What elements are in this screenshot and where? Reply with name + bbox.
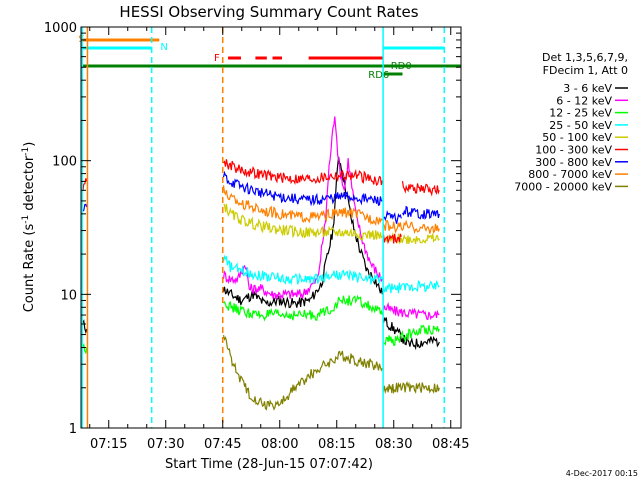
legend-entry-label: 6 - 12 keV (556, 94, 612, 107)
series-line (401, 205, 440, 220)
y-axis-label: Count Rate (s-1 detector-1) (21, 142, 37, 313)
series-line (382, 381, 440, 395)
series-line (222, 116, 383, 300)
legend-header-line: Det 1,3,5,6,7,9, (542, 51, 628, 64)
x-tick-label: 08:30 (375, 437, 412, 452)
x-tick-label: 08:00 (261, 437, 298, 452)
series-line (223, 159, 383, 187)
series-line (382, 233, 402, 245)
legend-entry-label: 12 - 25 keV (549, 107, 612, 120)
flag-label-rd0: RD0 (391, 61, 412, 72)
series-line (82, 342, 88, 355)
series-3-6-keV (82, 156, 440, 351)
series-line (222, 170, 383, 207)
flag-label-f: F (214, 53, 220, 64)
flag-label-rd6: RD6 (368, 70, 389, 81)
x-axis-label: Start Time (28-Jun-15 07:07:42) (165, 457, 373, 472)
series-line (82, 319, 88, 335)
x-tick-label: 07:45 (204, 437, 241, 452)
series-line (82, 203, 88, 212)
y-tick-label: 1000 (44, 21, 77, 36)
series-line (382, 279, 440, 294)
plot-frame (80, 26, 462, 429)
legend-entry-label: 100 - 300 keV (535, 144, 612, 157)
series-800-7000-keV (222, 185, 440, 235)
y-axis-label-main: Count Rate (s (22, 224, 37, 313)
series-25-50-keV (222, 254, 440, 294)
series-line (222, 254, 383, 286)
series-100-300-keV (82, 159, 440, 245)
legend: Det 1,3,5,6,7,9,FDecim 1, Att 0 3 - 6 keV… (514, 51, 628, 193)
series-line (222, 185, 383, 227)
event-markers (81, 27, 446, 428)
y-axis: 1 10 100 1000 (44, 21, 461, 437)
y-tick-label: 10 (60, 288, 77, 303)
plot-area (82, 116, 440, 411)
y-axis-label-sup: -1 (21, 215, 31, 224)
y-axis-label-sup2: -1 (21, 147, 31, 156)
flag-bars: SNFRD0RD6 (78, 34, 461, 81)
series-line (383, 209, 402, 224)
x-tick-label: 07:15 (90, 437, 127, 452)
legend-entry-label: 300 - 800 keV (535, 156, 612, 169)
series-line (383, 324, 440, 346)
series-line (401, 181, 440, 197)
y-tick-label: 100 (52, 155, 77, 170)
x-tick-label: 07:30 (147, 437, 184, 452)
series-line (382, 316, 440, 351)
legend-header-line: FDecim 1, Att 0 (543, 64, 628, 77)
series-line (382, 301, 440, 321)
series-7000-20000-keV (222, 334, 440, 411)
y-tick-label: 1 (69, 422, 77, 437)
legend-entry-label: 50 - 100 keV (542, 131, 612, 144)
x-tick-label: 08:45 (432, 437, 469, 452)
series-line (222, 334, 383, 411)
footer-date: 4-Dec-2017 00:15 (566, 469, 638, 478)
series-6-12-keV (222, 116, 440, 321)
series-line (223, 203, 383, 241)
legend-entry-label: 3 - 6 keV (563, 82, 612, 95)
legend-entry-label: 7000 - 20000 keV (514, 180, 612, 193)
series-300-800-keV (82, 170, 440, 224)
y-axis-label-mid: detector (22, 155, 37, 215)
y-axis-label-end: ) (22, 142, 37, 147)
legend-entry-label: 800 - 7000 keV (528, 168, 612, 181)
series-line (222, 156, 383, 309)
legend-entry-label: 25 - 50 keV (549, 119, 612, 132)
series-line (382, 219, 440, 235)
flag-label-n: N (160, 42, 167, 53)
series-line (82, 178, 88, 191)
x-axis: 07:15 07:30 07:45 08:00 08:15 08:30 08:45 (89, 27, 469, 452)
x-tick-label: 08:15 (318, 437, 355, 452)
chart-title: HESSI Observing Summary Count Rates (119, 3, 418, 21)
series-line (223, 294, 383, 322)
series-12-25-keV (82, 294, 440, 355)
